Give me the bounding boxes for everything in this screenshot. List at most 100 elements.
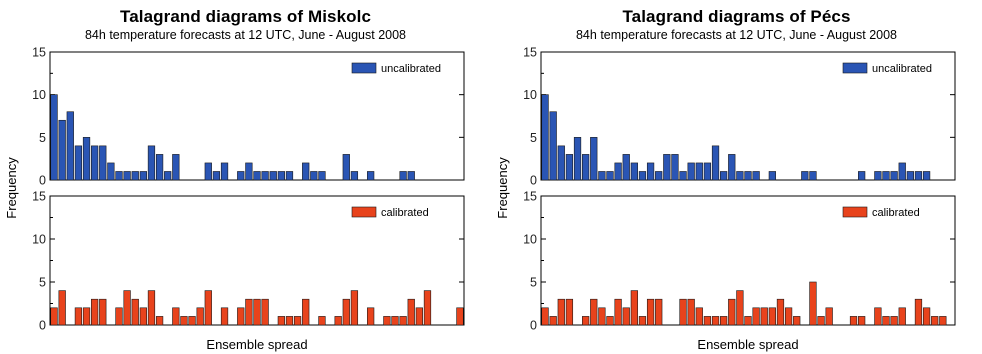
y-tick-label: 0: [530, 319, 537, 333]
bar: [703, 162, 712, 181]
bar: [728, 154, 736, 181]
bar: [890, 171, 898, 181]
bar: [776, 298, 785, 326]
x-axis-title: Ensemble spread: [206, 337, 307, 352]
y-tick-label: 10: [32, 233, 46, 247]
bar: [614, 162, 622, 181]
bar: [882, 316, 890, 326]
bar: [318, 316, 326, 326]
bar: [801, 171, 809, 181]
y-tick-label: 5: [39, 276, 46, 290]
chart-miskolc: Frequency Ensemble spread 0 5 10 15 uncalibrat…: [4, 46, 465, 352]
bar: [172, 307, 180, 326]
bar: [557, 145, 565, 181]
bar: [630, 290, 638, 326]
bar: [695, 307, 703, 326]
bar: [204, 162, 212, 181]
bar: [679, 171, 687, 181]
bar: [131, 171, 139, 181]
bar: [687, 162, 695, 181]
y-tick-label: 10: [523, 88, 537, 102]
legend-label: calibrated: [381, 207, 429, 219]
bar: [269, 171, 277, 181]
bar: [874, 307, 882, 326]
bar: [890, 316, 898, 326]
bar: [334, 316, 342, 326]
bar: [318, 171, 326, 181]
bar: [58, 290, 66, 326]
bar: [614, 298, 622, 326]
panel-pecs: Talagrand diagrams of Pécs 84h temperatu…: [491, 0, 982, 354]
bar: [407, 171, 415, 181]
bar: [50, 94, 58, 181]
subplot-uncalibrated: 0 5 10 15 uncalibrated: [523, 46, 956, 188]
bar: [590, 137, 598, 181]
bar: [922, 171, 931, 181]
bar: [703, 316, 712, 326]
legend-swatch: [351, 206, 377, 218]
bar: [139, 307, 147, 326]
legend-label: uncalibrated: [872, 63, 932, 75]
bar: [99, 145, 107, 181]
bar: [399, 171, 407, 181]
bar: [91, 298, 99, 326]
bar: [784, 307, 793, 326]
bar: [736, 171, 744, 181]
bar: [882, 171, 890, 181]
bar: [237, 307, 245, 326]
bar: [655, 171, 663, 181]
chart-title: Talagrand diagrams of Pécs: [622, 7, 851, 26]
bar: [350, 290, 359, 326]
bar: [123, 171, 131, 181]
bar: [565, 154, 574, 181]
bar: [809, 281, 817, 326]
bar: [793, 316, 801, 326]
y-tick-label: 5: [39, 131, 46, 145]
bar: [598, 307, 606, 326]
bar: [310, 171, 318, 181]
y-tick-label: 0: [39, 319, 46, 333]
bar: [367, 307, 375, 326]
bar: [760, 307, 768, 326]
y-tick-label: 10: [32, 88, 46, 102]
bar: [817, 316, 825, 326]
subplot-calibrated: 0 5 10 15 calibrated: [523, 190, 956, 333]
legend-label: calibrated: [872, 207, 920, 219]
y-tick-label: 5: [530, 131, 537, 145]
bar: [858, 316, 866, 326]
bar: [898, 307, 906, 326]
chart-subtitle: 84h temperature forecasts at 12 UTC, Jun…: [84, 28, 406, 42]
y-tick-label: 15: [32, 190, 46, 204]
bar: [220, 162, 229, 181]
bar: [687, 298, 695, 326]
bar: [115, 171, 123, 181]
bar: [541, 307, 549, 326]
bar: [752, 307, 760, 326]
bar: [188, 316, 196, 326]
bar: [261, 171, 269, 181]
bar: [849, 316, 858, 326]
bar: [155, 316, 164, 326]
bar: [606, 316, 614, 326]
bar: [131, 298, 139, 326]
bar: [245, 162, 253, 181]
bar: [622, 307, 630, 326]
bar: [630, 162, 638, 181]
bar: [204, 290, 212, 326]
bar: [858, 171, 866, 181]
bar: [147, 145, 156, 181]
bar: [663, 154, 671, 181]
bar: [541, 94, 549, 181]
subplot-uncalibrated: 0 5 10 15 uncalibrated: [32, 46, 465, 188]
y-tick-label: 15: [32, 46, 46, 60]
bar: [711, 145, 720, 181]
bar: [557, 298, 565, 326]
bar: [91, 145, 99, 181]
bar: [82, 307, 91, 326]
bar: [898, 162, 906, 181]
bar: [342, 154, 350, 181]
bar: [906, 171, 914, 181]
panel-miskolc: Talagrand diagrams of Miskolc 84h temper…: [4, 7, 465, 352]
bar: [638, 171, 647, 181]
bar: [155, 154, 164, 181]
